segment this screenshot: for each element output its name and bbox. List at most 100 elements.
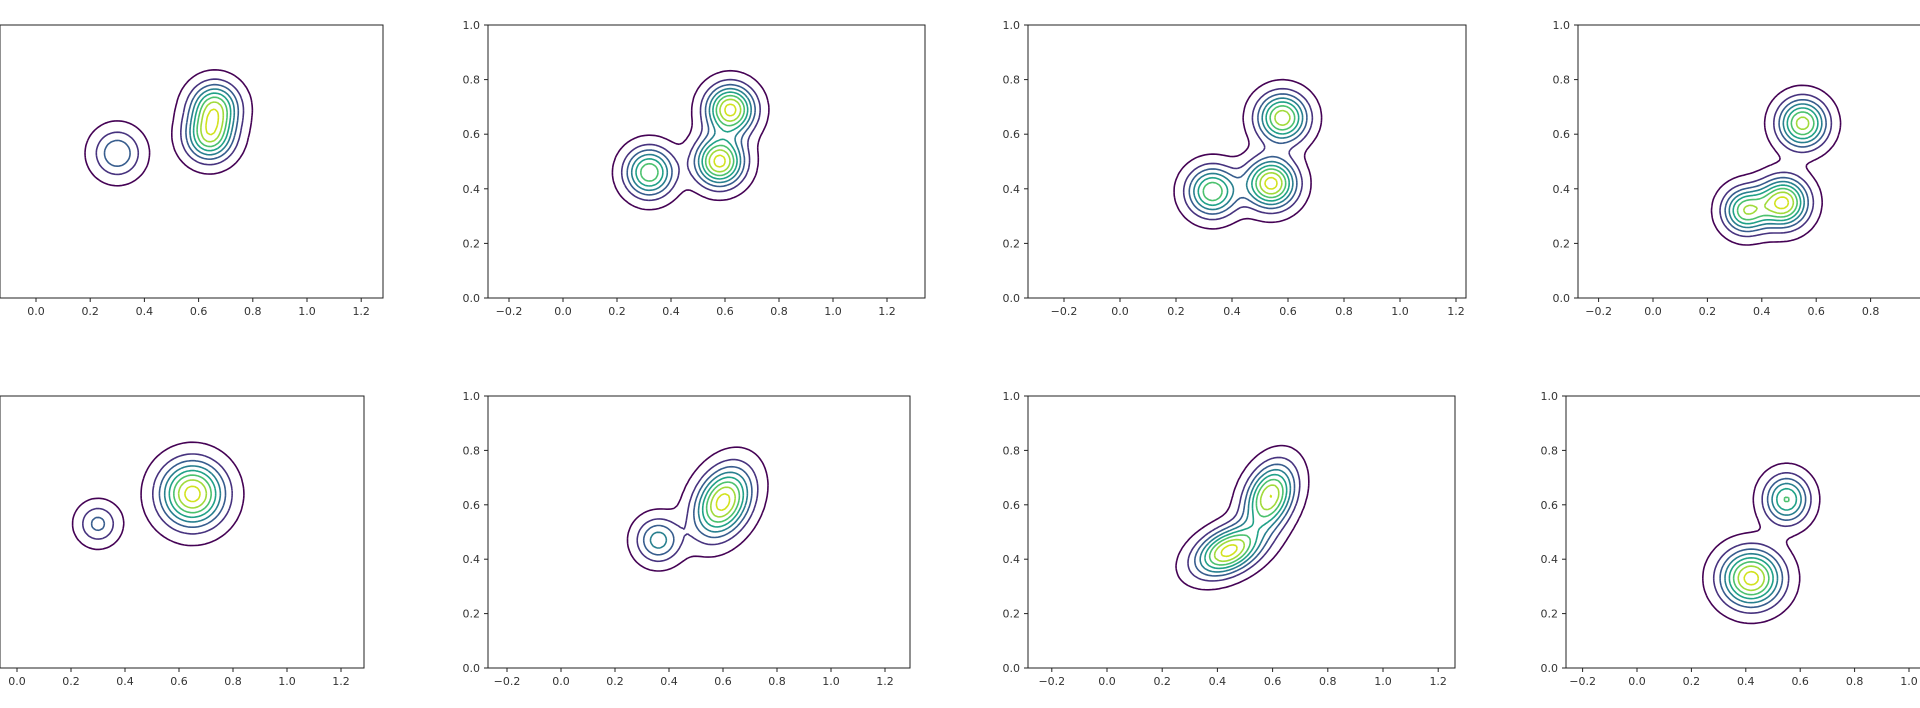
contour-level-1 (84, 69, 254, 187)
contour-panel-3: 0.0 0.2 0.4 0.6 0.8 1.0 −0.2 0.0 0.2 0.4 0.6 0.8 1.0… (1003, 19, 1467, 318)
axes-frame (0, 395, 365, 669)
contour-level-4 (163, 465, 222, 523)
x-tick-label: 1.2 (1447, 305, 1465, 318)
y-tick-label: 0.8 (463, 444, 481, 457)
contour-level-1 (1702, 462, 1821, 625)
x-tick-label: 0.8 (224, 675, 242, 688)
contour-level-1 (1175, 444, 1310, 591)
x-tick-label: 1.0 (1900, 675, 1918, 688)
contour-level-6 (1202, 105, 1296, 202)
contour-level-6 (196, 96, 228, 148)
x-tick-label: 0.0 (27, 305, 45, 318)
contour-level-4 (1728, 103, 1823, 229)
x-tick-label: 1.0 (822, 675, 840, 688)
contour-level-5 (1728, 487, 1798, 600)
x-tick-label: 0.6 (714, 675, 732, 688)
contour-level-6 (1736, 111, 1815, 221)
y-tick-label: 0.4 (1541, 553, 1559, 566)
y-tick-label: 0.0 (1553, 292, 1571, 305)
contour-level-7 (1742, 116, 1810, 215)
x-tick-label: 0.6 (170, 675, 188, 688)
x-tick-label: 0.0 (1098, 675, 1116, 688)
contour-panel-2: 0.0 0.2 0.4 0.6 0.8 1.0 −0.2 0.0 0.2 0.4 0.6 0.8 1.0… (463, 19, 926, 318)
contour-level-2 (620, 78, 761, 202)
contour-panel-7: 0.0 0.2 0.4 0.6 0.8 1.0 −0.2 0.0 0.2 0.4 0.6 0.8 1.0… (1003, 390, 1456, 688)
contour-level-8 (1264, 176, 1278, 190)
contour-level-3 (1188, 93, 1308, 215)
x-tick-label: 0.2 (81, 305, 99, 318)
x-tick-label: 0.8 (770, 305, 788, 318)
x-tick-label: −0.2 (1038, 675, 1065, 688)
contour-level-7 (1259, 109, 1291, 195)
x-tick-label: 0.6 (1264, 675, 1282, 688)
x-tick-label: 0.4 (660, 675, 678, 688)
x-tick-label: 1.0 (1374, 675, 1392, 688)
contour-level-3 (1724, 99, 1827, 233)
contour-level-3 (90, 459, 227, 532)
contour-panel-4: 0.0 0.2 0.4 0.6 0.8 1.0 −0.2 0.0 0.2 0.4 0.6 0.8 (1553, 19, 1920, 318)
x-tick-label: 0.8 (1846, 675, 1864, 688)
contour-level-8 (713, 103, 737, 168)
axes-frame (1577, 24, 1920, 299)
contour-level-6 (173, 474, 212, 514)
contour-level-4 (1724, 482, 1802, 604)
x-tick-label: 0.2 (1683, 675, 1701, 688)
contour-level-3 (642, 465, 753, 556)
y-tick-label: 0.6 (463, 128, 481, 141)
y-tick-label: 0.4 (1553, 183, 1571, 196)
contour-level-4 (1193, 97, 1304, 211)
contour-level-3 (1194, 463, 1296, 577)
y-tick-label: 0.6 (1553, 128, 1571, 141)
axes-frame (1027, 24, 1467, 299)
contour-level-5 (168, 469, 217, 519)
contour-level-6 (1208, 478, 1284, 566)
contour-level-5 (635, 91, 749, 187)
x-tick-label: 0.4 (1753, 305, 1771, 318)
x-tick-label: 1.0 (278, 675, 296, 688)
contour-level-5 (192, 92, 232, 152)
x-tick-label: 0.8 (768, 675, 786, 688)
contour-level-2 (636, 458, 759, 563)
contour-level-8 (184, 485, 201, 503)
contour-panel-8: 0.0 0.2 0.4 0.6 0.8 1.0 −0.2 0.0 0.2 0.4 0.6 0.8 1.0 (1541, 390, 1920, 688)
x-tick-label: 0.2 (608, 305, 626, 318)
x-tick-label: 1.2 (876, 675, 894, 688)
y-tick-label: 0.6 (1003, 128, 1021, 141)
y-tick-label: 1.0 (1003, 390, 1021, 403)
y-tick-label: 0.0 (1003, 292, 1021, 305)
y-tick-label: 0.8 (1553, 74, 1571, 87)
contour-level-4 (649, 471, 749, 549)
axes-frame (1565, 395, 1920, 669)
y-tick-label: 0.8 (1541, 444, 1559, 457)
x-tick-label: 0.0 (1628, 675, 1646, 688)
contour-level-2 (1712, 472, 1812, 614)
x-tick-label: 0.0 (552, 675, 570, 688)
y-tick-label: 0.8 (463, 74, 481, 87)
axes-frame (487, 395, 911, 669)
x-tick-label: −0.2 (1585, 305, 1612, 318)
x-tick-label: 0.2 (62, 675, 80, 688)
x-tick-label: 0.6 (1279, 305, 1297, 318)
x-tick-label: −0.2 (1569, 675, 1596, 688)
y-tick-label: 0.2 (463, 237, 481, 250)
contour-level-7 (708, 98, 742, 173)
y-tick-label: 0.4 (1003, 183, 1021, 196)
contour-level-8 (1743, 570, 1760, 586)
contour-level-2 (1719, 93, 1833, 238)
x-tick-label: 0.4 (662, 305, 680, 318)
y-tick-label: 1.0 (463, 19, 481, 32)
contour-level-5 (1197, 101, 1300, 207)
y-tick-label: 0.2 (1003, 237, 1021, 250)
contour-level-1 (1173, 78, 1323, 230)
contour-level-2 (1182, 87, 1314, 221)
contour-level-1 (71, 441, 245, 551)
x-tick-label: 0.8 (1319, 675, 1337, 688)
y-tick-label: 0.2 (1541, 608, 1559, 621)
contour-level-7 (1737, 565, 1766, 592)
contour-level-6 (705, 481, 741, 523)
x-tick-label: 1.0 (824, 305, 842, 318)
contour-level-8 (205, 108, 220, 136)
x-tick-label: 0.4 (1737, 675, 1755, 688)
x-tick-label: 0.2 (1153, 675, 1171, 688)
